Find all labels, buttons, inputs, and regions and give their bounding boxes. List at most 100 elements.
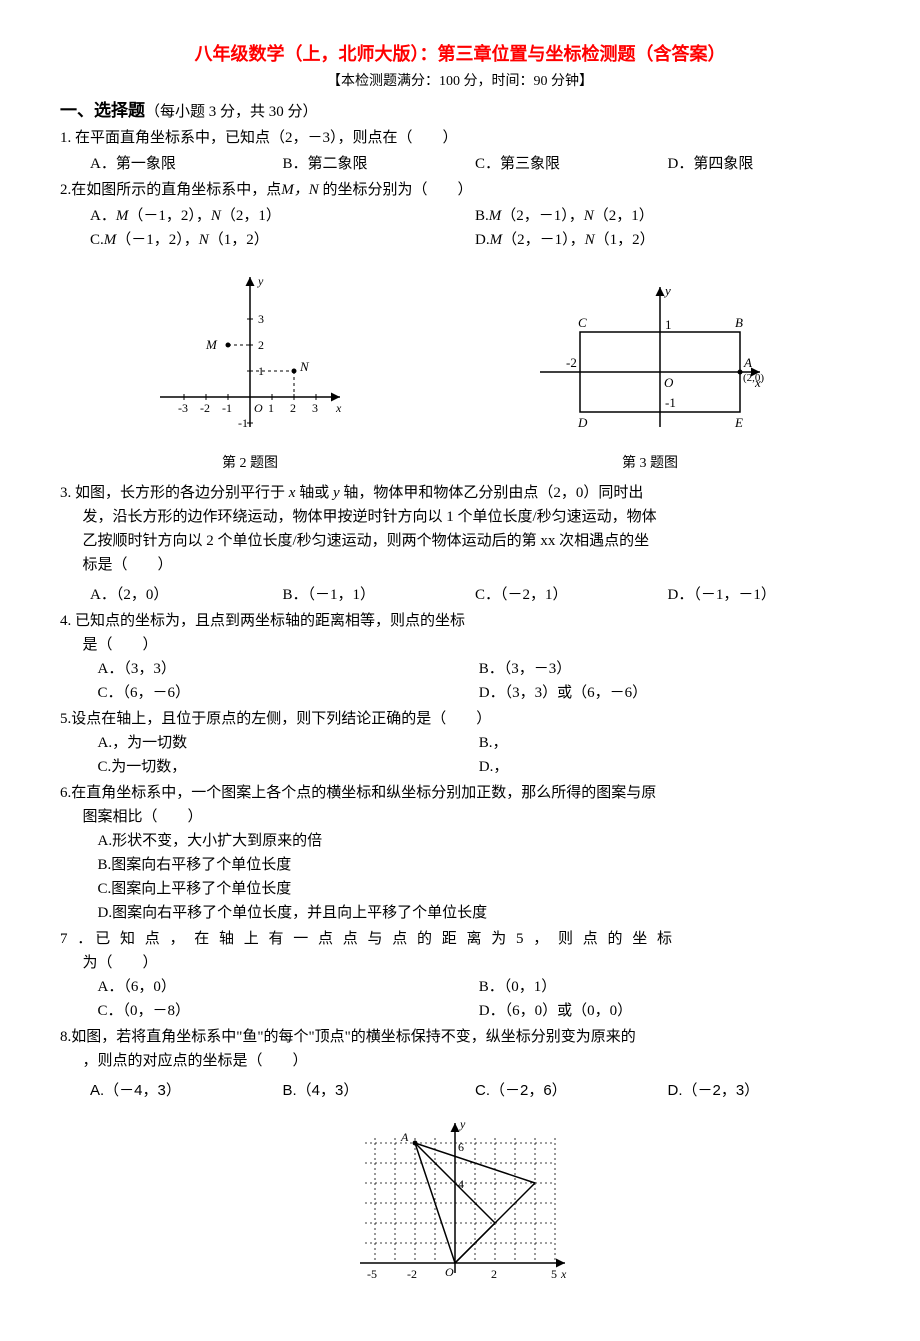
q7-opt-d: D．（6，0）或（0，0） xyxy=(479,999,860,1023)
svg-text:-2: -2 xyxy=(200,401,210,415)
q7-l2: 为（ ） xyxy=(60,951,860,975)
svg-text:-2: -2 xyxy=(407,1267,417,1281)
fig2-O: O xyxy=(254,401,263,415)
q2a-m: M xyxy=(116,208,129,224)
q2d-m: M xyxy=(490,232,503,248)
fig3-B: B xyxy=(735,315,743,330)
fig8-y: y xyxy=(459,1117,466,1131)
q7-l1: 7 ．已 知 点 ， 在 轴 上 有 一 点 点 与 点 的 距 离 为 5 ，… xyxy=(60,927,860,951)
q2c-pre: C. xyxy=(90,232,104,248)
q2a-nv: （2，1） xyxy=(221,208,281,224)
q2-opt-b: B.M（2，－1），N（2，1） xyxy=(475,204,860,228)
q2a-n: N xyxy=(211,208,221,224)
page-subtitle: 【本检测题满分：100 分，时间：90 分钟】 xyxy=(60,71,860,93)
q5-opt-d: D.， xyxy=(479,755,860,779)
q6-opt-b: B.图案向右平移了个单位长度 xyxy=(98,853,861,877)
q4-l1: 4. 已知点的坐标为，且点到两坐标轴的距离相等，则点的坐标 xyxy=(60,609,860,633)
figures-row-1: -3-2-1 O 123 x -1 1 2 3 y M xyxy=(60,267,860,475)
q3-opt-d: D．（－1，－1） xyxy=(668,583,861,607)
q8-l1: 8.如图，若将直角坐标系中"鱼"的每个"顶点"的横坐标保持不变，纵坐标分别变为原… xyxy=(60,1025,860,1049)
q6-opt-d: D.图案向右平移了个单位长度，并且向上平移了个单位长度 xyxy=(98,901,861,925)
q3-opt-b: B．（－1，1） xyxy=(283,583,476,607)
svg-text:2: 2 xyxy=(491,1267,497,1281)
q3-l1-y: y xyxy=(333,485,340,501)
q2-opt-c: C.M（－1，2），N（1，2） xyxy=(90,228,475,252)
q8-opt-d: D.（－2，3） xyxy=(668,1079,861,1103)
q7-options: A．（6，0） C．（0，－8） B．（0，1） D．（6，0）或（0，0） xyxy=(60,975,860,1023)
question-1: 1. 在平面直角坐标系中，已知点（2，－3），则点在（ ） A．第一象限 B．第… xyxy=(60,126,860,176)
fig3-y: y xyxy=(663,283,671,298)
svg-text:4: 4 xyxy=(458,1177,464,1191)
question-4: 4. 已知点的坐标为，且点到两坐标轴的距离相等，则点的坐标 是（ ） A．（3，… xyxy=(60,609,860,705)
svg-text:-1: -1 xyxy=(665,395,676,410)
figure-2-svg: -3-2-1 O 123 x -1 1 2 3 y M xyxy=(150,267,350,437)
q5-options: A.，为一切数 C.为一切数， B.， D.， xyxy=(60,731,860,779)
q3-opt-c: C．（－2，1） xyxy=(475,583,668,607)
q5-opt-c: C.为一切数， xyxy=(98,755,479,779)
q5-text: 5.设点在轴上，且位于原点的左侧，则下列结论正确的是（ ） xyxy=(60,707,860,731)
fig2-M: M xyxy=(205,337,218,352)
fig3-Acoord: (2,0) xyxy=(743,372,764,384)
q3-l2: 发，沿长方形的边作环绕运动，物体甲按逆时针方向以 1 个单位长度/秒匀速运动，物… xyxy=(60,505,860,529)
fig8-A: A xyxy=(400,1130,409,1144)
section-1-sub: （每小题 3 分，共 30 分） xyxy=(145,104,318,120)
q2b-m: M xyxy=(489,208,502,224)
q2c-mv: （－1，2）， xyxy=(116,232,199,248)
svg-text:1: 1 xyxy=(268,401,274,415)
svg-text:3: 3 xyxy=(312,401,318,415)
q3-l1-pre: 3. 如图，长方形的各边分别平行于 xyxy=(60,485,289,501)
q7-opt-c: C．（0，－8） xyxy=(98,999,479,1023)
fig2-N: N xyxy=(299,359,310,374)
q2c-nv: （1，2） xyxy=(209,232,269,248)
svg-text:-5: -5 xyxy=(367,1267,377,1281)
fig3-O: O xyxy=(664,375,674,390)
q3-l1-mid: 轴或 xyxy=(295,485,333,501)
q4-opt-d: D．（3，3）或（6，－6） xyxy=(479,681,860,705)
q2d-nv: （1，2） xyxy=(595,232,655,248)
q1-opt-a: A．第一象限 xyxy=(90,152,283,176)
svg-text:-3: -3 xyxy=(178,401,188,415)
q2c-m: M xyxy=(104,232,117,248)
q6-l2: 图案相比（ ） xyxy=(60,805,860,829)
svg-text:-1: -1 xyxy=(238,416,248,430)
q5-opt-b: B.， xyxy=(479,731,860,755)
q2-mn: M，N xyxy=(281,182,319,198)
q3-l1: 3. 如图，长方形的各边分别平行于 x 轴或 y 轴，物体甲和物体乙分别由点（2… xyxy=(60,481,860,505)
q6-l1: 6.在直角坐标系中，一个图案上各个点的横坐标和纵坐标分别加正数，那么所得的图案与… xyxy=(60,781,860,805)
q2-prefix: 2.在如图所示的直角坐标系中，点 xyxy=(60,182,281,198)
q5-opt-a: A.，为一切数 xyxy=(98,731,479,755)
q2b-pre: B. xyxy=(475,208,489,224)
q2a-pre: A． xyxy=(90,208,116,224)
svg-text:6: 6 xyxy=(458,1140,464,1154)
question-8: 8.如图，若将直角坐标系中"鱼"的每个"顶点"的横坐标保持不变，纵坐标分别变为原… xyxy=(60,1025,860,1301)
question-5: 5.设点在轴上，且位于原点的左侧，则下列结论正确的是（ ） A.，为一切数 C.… xyxy=(60,707,860,779)
q2-text: 2.在如图所示的直角坐标系中，点M，N 的坐标分别为（ ） xyxy=(60,178,860,202)
svg-text:-2: -2 xyxy=(566,355,577,370)
q6-opt-c: C.图案向上平移了个单位长度 xyxy=(98,877,861,901)
q4-l2: 是（ ） xyxy=(60,633,860,657)
figure-3-caption: 第 3 题图 xyxy=(530,453,770,475)
fig3-E: E xyxy=(734,415,743,430)
q7-opt-a: A．（6，0） xyxy=(98,975,479,999)
fig2-y: y xyxy=(257,274,264,288)
q2-opt-d: D.M（2，－1），N（1，2） xyxy=(475,228,860,252)
svg-text:1: 1 xyxy=(665,317,672,332)
q3-opt-a: A．（2，0） xyxy=(90,583,283,607)
question-6: 6.在直角坐标系中，一个图案上各个点的横坐标和纵坐标分别加正数，那么所得的图案与… xyxy=(60,781,860,925)
q2d-n: N xyxy=(585,232,595,248)
q3-options: A．（2，0） B．（－1，1） C．（－2，1） D．（－1，－1） xyxy=(60,583,860,607)
svg-text:-1: -1 xyxy=(222,401,232,415)
fig3-A: A xyxy=(743,355,752,370)
q2a-mv: （－1，2）， xyxy=(128,208,211,224)
q8-l2: ，则点的对应点的坐标是（ ） xyxy=(60,1049,860,1073)
q7-opt-b: B．（0，1） xyxy=(479,975,860,999)
figure-2-caption: 第 2 题图 xyxy=(150,453,350,475)
svg-text:3: 3 xyxy=(258,312,264,326)
figure-8-svg: A y x O -5 -2 2 5 4 6 xyxy=(345,1113,575,1293)
q6-opt-a: A.形状不变，大小扩大到原来的倍 xyxy=(98,829,861,853)
q1-text: 1. 在平面直角坐标系中，已知点（2，－3），则点在（ ） xyxy=(60,126,860,150)
svg-text:5: 5 xyxy=(551,1267,557,1281)
q2d-mv: （2，－1）， xyxy=(502,232,585,248)
q2b-mv: （2，－1）， xyxy=(501,208,584,224)
page-title: 八年级数学（上，北师大版）：第三章位置与坐标检测题（含答案） xyxy=(60,40,860,69)
